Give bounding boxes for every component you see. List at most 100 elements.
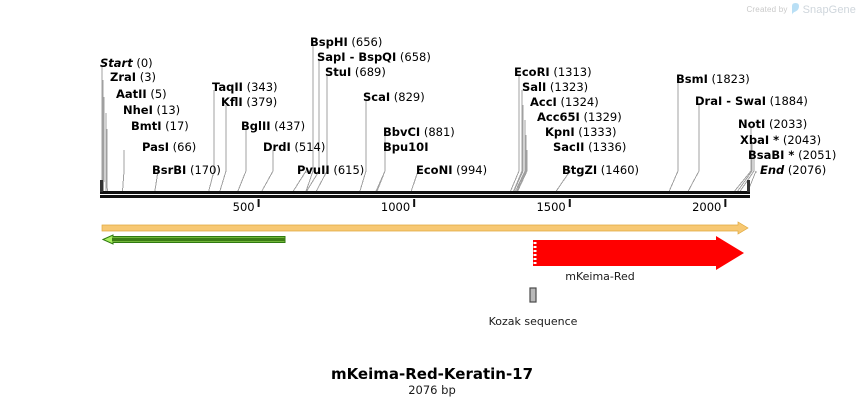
feature-kozak-tick-mark	[529, 287, 537, 303]
enzyme-name: NheI	[123, 103, 153, 117]
feature-cds-left-edge-dash	[533, 258, 537, 260]
enzyme-name: Bpu10I	[383, 140, 429, 154]
site-leader-line-drai	[687, 104, 700, 192]
site-leader-line-sacii	[517, 150, 528, 192]
enzyme-position-label: (5)	[146, 87, 167, 101]
enzyme-label-noti[interactable]: NotI (2033)	[738, 118, 807, 130]
site-leader-line-acci	[513, 105, 524, 192]
enzyme-name: BsaBI	[748, 148, 785, 162]
site-leader-line-end	[747, 170, 757, 192]
enzyme-name: DraI	[695, 94, 723, 108]
snapgene-watermark: Created by SnapGene	[746, 3, 856, 16]
enzyme-position-label: (170)	[186, 163, 221, 177]
enzyme-position-label: (343)	[242, 80, 278, 94]
enzyme-label-sapi[interactable]: SapI - BspQI (658)	[317, 51, 431, 63]
enzyme-position-label: (514)	[290, 140, 326, 154]
enzyme-name-separator: -	[345, 50, 359, 64]
site-leader-line-stui	[315, 75, 328, 192]
enzyme-position-label: (615)	[329, 163, 365, 177]
enzyme-position-label: (1324)	[556, 95, 599, 109]
backbone-start-cap	[100, 180, 103, 192]
enzyme-name: BmtI	[131, 119, 162, 133]
site-leader-line-kfli	[219, 105, 227, 192]
enzyme-position-label: (689)	[351, 65, 386, 79]
enzyme-name: EcoNI	[416, 163, 453, 177]
enzyme-label-pasi[interactable]: PasI (66)	[142, 141, 196, 153]
enzyme-name: BsrBI	[152, 163, 187, 177]
enzyme-label-kfli[interactable]: KflI (379)	[221, 96, 277, 108]
site-leader-line-bsrbi	[154, 170, 159, 192]
enzyme-label-zrai[interactable]: ZraI (3)	[110, 71, 156, 83]
enzyme-label-bpu10i[interactable]: Bpu10I	[383, 141, 428, 153]
site-leader-line-bsphi	[305, 45, 314, 192]
enzyme-label-acci[interactable]: AccI (1324)	[530, 96, 599, 108]
enzyme-label-sali[interactable]: SalI (1323)	[522, 81, 588, 93]
enzyme-label-bsphi[interactable]: BspHI (656)	[310, 36, 382, 48]
enzyme-label-bsrbi[interactable]: BsrBI (170)	[152, 164, 221, 176]
enzyme-label-end[interactable]: End (2076)	[760, 164, 826, 176]
feature-cds-left-edge-dash	[533, 246, 537, 248]
feature-cds-left-edge-dash	[533, 254, 537, 256]
enzyme-name: End	[760, 163, 785, 177]
site-leader-line-pasi	[122, 150, 125, 192]
enzyme-name-alt: BspQI	[358, 50, 397, 64]
enzyme-name: ZraI	[110, 70, 137, 84]
enzyme-label-btgzi[interactable]: BtgZI (1460)	[562, 164, 639, 176]
site-leader-line-pvuii	[292, 169, 307, 192]
enzyme-position-label: (2043)	[779, 133, 822, 147]
enzyme-label-kpni[interactable]: KpnI (1333)	[545, 126, 617, 138]
enzyme-position-label: (1884)	[766, 94, 808, 108]
enzyme-label-econi[interactable]: EcoNI (994)	[416, 164, 487, 176]
site-leader-line-xbai	[737, 143, 753, 192]
enzyme-label-aatii[interactable]: AatII (5)	[116, 88, 167, 100]
enzyme-name: KpnI	[545, 125, 575, 139]
enzyme-name: PvuII	[297, 163, 330, 177]
site-leader-line-bpu10i	[376, 150, 386, 192]
ruler-tick-label-500: 500	[232, 200, 255, 214]
site-leader-line-ecori	[510, 75, 520, 192]
enzyme-position-label: (2076)	[784, 163, 827, 177]
enzyme-name: BspHI	[310, 35, 348, 49]
enzyme-label-drai[interactable]: DraI - SwaI (1884)	[695, 95, 808, 107]
enzyme-position-label: (1323)	[546, 80, 589, 94]
enzyme-label-bmti[interactable]: BmtI (17)	[131, 120, 189, 132]
enzyme-label-bglii[interactable]: BglII (437)	[241, 120, 305, 132]
enzyme-label-drdi[interactable]: DrdI (514)	[263, 141, 325, 153]
enzyme-name: BbvCI	[383, 125, 421, 139]
enzyme-label-start[interactable]: Start (0)	[100, 57, 153, 69]
enzyme-label-sacii[interactable]: SacII (1336)	[553, 141, 626, 153]
snapgene-leaf-icon	[791, 3, 800, 16]
enzyme-label-pvuii[interactable]: PvuII (615)	[297, 164, 364, 176]
enzyme-name: AatII	[116, 87, 147, 101]
enzyme-label-xbai[interactable]: XbaI * (2043)	[740, 134, 821, 146]
enzyme-position-label: (658)	[396, 50, 431, 64]
enzyme-position-label: (2051)	[794, 148, 837, 162]
enzyme-label-taqii[interactable]: TaqII (343)	[212, 81, 278, 93]
ruler-tick-1000	[413, 199, 416, 207]
enzyme-position-label: (66)	[169, 140, 197, 154]
backbone-line-upper	[100, 191, 750, 194]
enzyme-label-bbvci[interactable]: BbvCI (881)	[383, 126, 455, 138]
watermark-created-by-label: Created by	[746, 5, 788, 14]
enzyme-name: NotI	[738, 117, 766, 131]
site-leader-line-taqii	[208, 90, 215, 192]
enzyme-label-stui[interactable]: StuI (689)	[325, 66, 386, 78]
enzyme-label-bsmi[interactable]: BsmI (1823)	[676, 73, 750, 85]
enzyme-name: TaqII	[212, 80, 243, 94]
enzyme-label-scai[interactable]: ScaI (829)	[363, 91, 425, 103]
enzyme-position-label: (379)	[242, 95, 278, 109]
enzyme-name: ScaI	[363, 90, 391, 104]
enzyme-name: BsmI	[676, 72, 708, 86]
enzyme-label-acc65i[interactable]: Acc65I (1329)	[537, 111, 622, 123]
ruler-tick-label-1000: 1000	[380, 200, 411, 214]
enzyme-label-nhei[interactable]: NheI (13)	[123, 104, 180, 116]
enzyme-name: EcoRI	[514, 65, 550, 79]
enzyme-position-label: (1823)	[707, 72, 750, 86]
enzyme-name-alt: SwaI	[735, 94, 766, 108]
site-leader-line-econi	[410, 170, 419, 192]
enzyme-label-bsabi[interactable]: BsaBI * (2051)	[748, 149, 836, 161]
enzyme-label-ecori[interactable]: EcoRI (1313)	[514, 66, 592, 78]
backbone-end-cap	[747, 180, 750, 192]
sequence-length-label: 2076 bp	[408, 383, 456, 397]
